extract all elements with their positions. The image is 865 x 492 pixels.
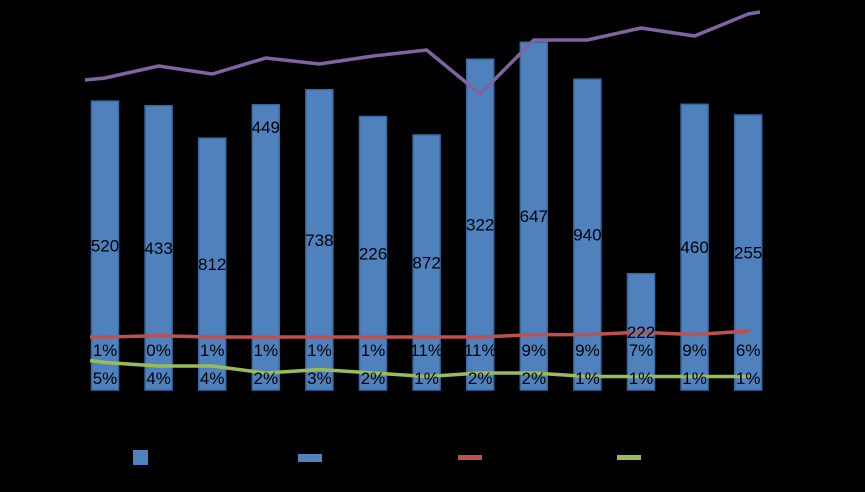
bar-2: [197, 137, 227, 391]
bar-5: [358, 115, 388, 391]
red-series-label-0: 1%: [93, 341, 118, 360]
purple-series-line: [84, 10, 761, 96]
legend-marker-1: [298, 454, 322, 462]
legend-marker-2: [458, 455, 482, 460]
bar-value-label-5: 226: [359, 244, 387, 263]
bar-value-label-10: 222: [627, 323, 655, 342]
bar-value-label-8: 647: [520, 207, 548, 226]
red-series-label-8: 9%: [522, 341, 547, 360]
green-series-label-6: 1%: [414, 369, 439, 388]
bar-4: [305, 88, 334, 391]
green-series-label-7: 2%: [468, 369, 493, 388]
red-series-line: [90, 329, 750, 339]
bar-8: [519, 41, 549, 391]
legend-marker-3: [617, 455, 641, 460]
green-series-label-9: 1%: [575, 369, 600, 388]
lines-layer: [84, 10, 761, 379]
bar-3: [251, 104, 281, 391]
bar-11: [680, 103, 709, 391]
bar-value-label-7: 322: [466, 216, 494, 235]
red-series-label-2: 1%: [200, 341, 225, 360]
bar-value-label-3: 449: [252, 118, 280, 137]
bar-value-label-12: 255: [734, 244, 762, 263]
legend-marker-0: [133, 450, 148, 465]
red-series-label-4: 1%: [307, 341, 332, 360]
green-series-label-5: 2%: [361, 369, 386, 388]
red-series-label-3: 1%: [254, 341, 279, 360]
bar-12: [733, 114, 763, 391]
bar-0: [90, 100, 120, 391]
bar-value-label-9: 940: [573, 226, 601, 245]
green-series-label-8: 2%: [522, 369, 547, 388]
bar-value-label-2: 812: [198, 255, 226, 274]
legend: [133, 450, 641, 465]
bar-value-label-6: 872: [412, 254, 440, 273]
red-series-label-5: 1%: [361, 341, 386, 360]
bar-9: [573, 78, 602, 391]
red-series-label-10: 7%: [629, 341, 654, 360]
red-series-label-12: 6%: [736, 341, 761, 360]
green-series-label-2: 4%: [200, 369, 225, 388]
green-series-line: [89, 358, 750, 379]
red-series-label-6: 11%: [410, 341, 443, 360]
green-series-label-0: 5%: [93, 369, 118, 388]
green-series-label-3: 2%: [254, 369, 279, 388]
red-series-label-9: 9%: [575, 341, 600, 360]
green-series-label-11: 1%: [682, 369, 707, 388]
bar-value-label-11: 460: [680, 238, 708, 257]
bar-value-label-1: 433: [144, 239, 172, 258]
green-series-label-10: 1%: [629, 369, 654, 388]
bar-1: [144, 104, 173, 391]
red-series-label-11: 9%: [682, 341, 707, 360]
green-series-label-4: 3%: [307, 369, 332, 388]
green-series-label-1: 4%: [146, 369, 171, 388]
labels-layer: 520 433 812 449 738 226 872 322 647 940 222 460 255 1…: [91, 118, 763, 388]
bar-6: [412, 134, 441, 391]
bar-value-label-0: 520: [91, 237, 119, 256]
red-series-label-7: 11%: [464, 341, 497, 360]
bar-value-label-4: 738: [305, 231, 333, 250]
red-series-label-1: 0%: [146, 341, 171, 360]
bars-layer: [90, 41, 763, 391]
green-series-label-12: 1%: [736, 369, 761, 388]
